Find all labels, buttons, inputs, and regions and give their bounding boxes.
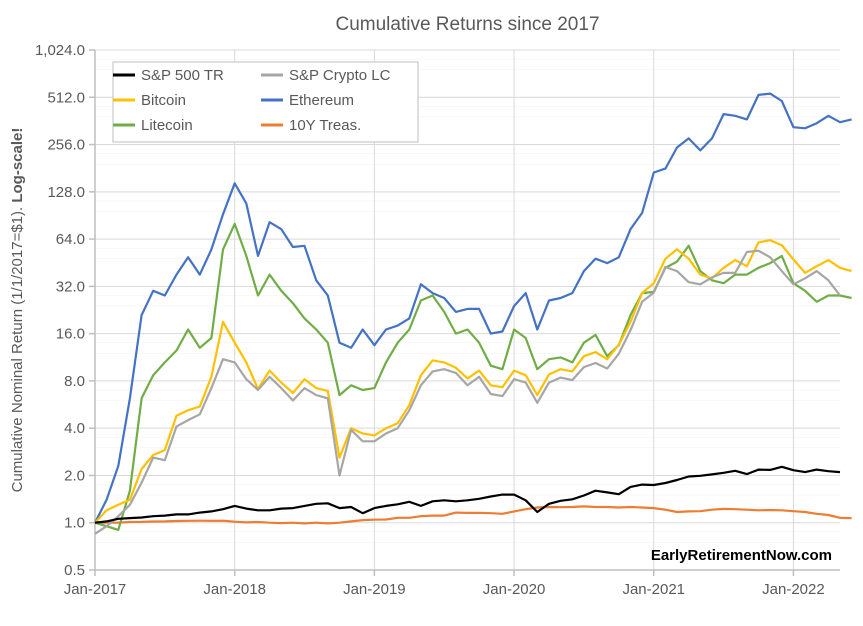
y-tick-label: 16.0	[56, 326, 85, 343]
attribution-text: EarlyRetirementNow.com	[651, 547, 832, 564]
y-tick-label: 2.0	[64, 467, 85, 484]
x-tick-label: Jan-2019	[343, 581, 406, 598]
cumulative-returns-chart: Cumulative Returns since 2017 Cumulative …	[0, 0, 863, 626]
y-tick-label: 1.0	[64, 515, 85, 532]
legend-label-crypto_lc: S&P Crypto LC	[289, 67, 391, 84]
x-tick-label: Jan-2018	[203, 581, 266, 598]
legend-label-ethereum: Ethereum	[289, 92, 354, 109]
y-tick-label: 256.0	[47, 137, 85, 154]
x-tick-label: Jan-2022	[762, 581, 825, 598]
y-tick-label: 512.0	[47, 89, 85, 106]
y-tick-label: 4.0	[64, 420, 85, 437]
y-tick-label: 1,024.0	[35, 42, 85, 59]
y-tick-label: 8.0	[64, 373, 85, 390]
y-tick-label: 128.0	[47, 184, 85, 201]
y-tick-label: 32.0	[56, 278, 85, 295]
y-axis-title: Cumulative Nominal Return (1/1/2017=$1).…	[9, 128, 26, 493]
x-tick-label: Jan-2017	[64, 581, 127, 598]
x-tick-label: Jan-2021	[622, 581, 685, 598]
y-tick-label: 64.0	[56, 231, 85, 248]
legend-label-bitcoin: Bitcoin	[141, 92, 186, 109]
chart-title: Cumulative Returns since 2017	[335, 14, 599, 35]
legend-label-litecoin: Litecoin	[141, 117, 193, 134]
chart-container: { "chart": { "type": "line", "title": "C…	[0, 0, 863, 626]
x-tick-label: Jan-2020	[483, 581, 546, 598]
legend-label-sp500: S&P 500 TR	[141, 67, 224, 84]
y-tick-label: 0.5	[64, 562, 85, 579]
legend-label-treas: 10Y Treas.	[289, 117, 361, 134]
